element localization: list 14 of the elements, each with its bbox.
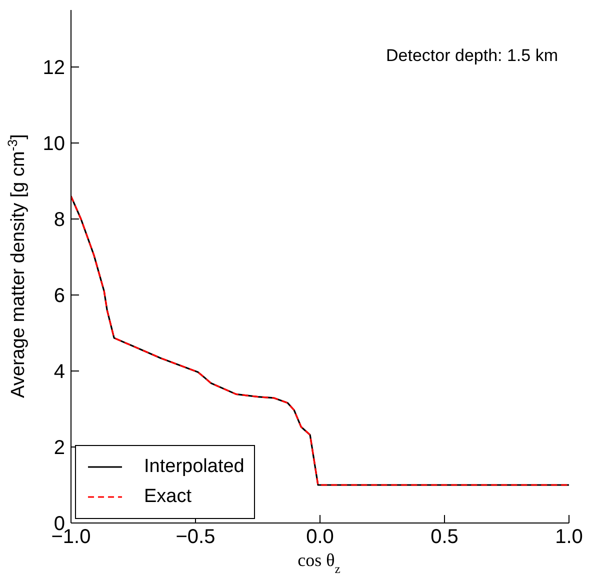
x-axis-title: cos θ$_{z}$: [298, 550, 341, 576]
y-tick-label: 6: [54, 285, 65, 308]
legend-label: Exact: [144, 486, 192, 508]
x-tick-label: 0.0: [306, 526, 334, 548]
x-tick-label: 1.0: [555, 526, 583, 548]
x-tick-label: 0.5: [430, 526, 458, 548]
y-tick-label: 12: [42, 57, 65, 80]
y-tick-label: 4: [54, 361, 65, 384]
y-tick-label: 10: [42, 133, 65, 156]
x-tick-label: −0.5: [176, 526, 216, 548]
y-tick-label: 2: [54, 437, 65, 460]
legend-label: Interpolated: [144, 456, 244, 478]
y-tick-label: 8: [54, 209, 65, 232]
annotation: Detector depth: 1.5 km: [386, 46, 558, 66]
